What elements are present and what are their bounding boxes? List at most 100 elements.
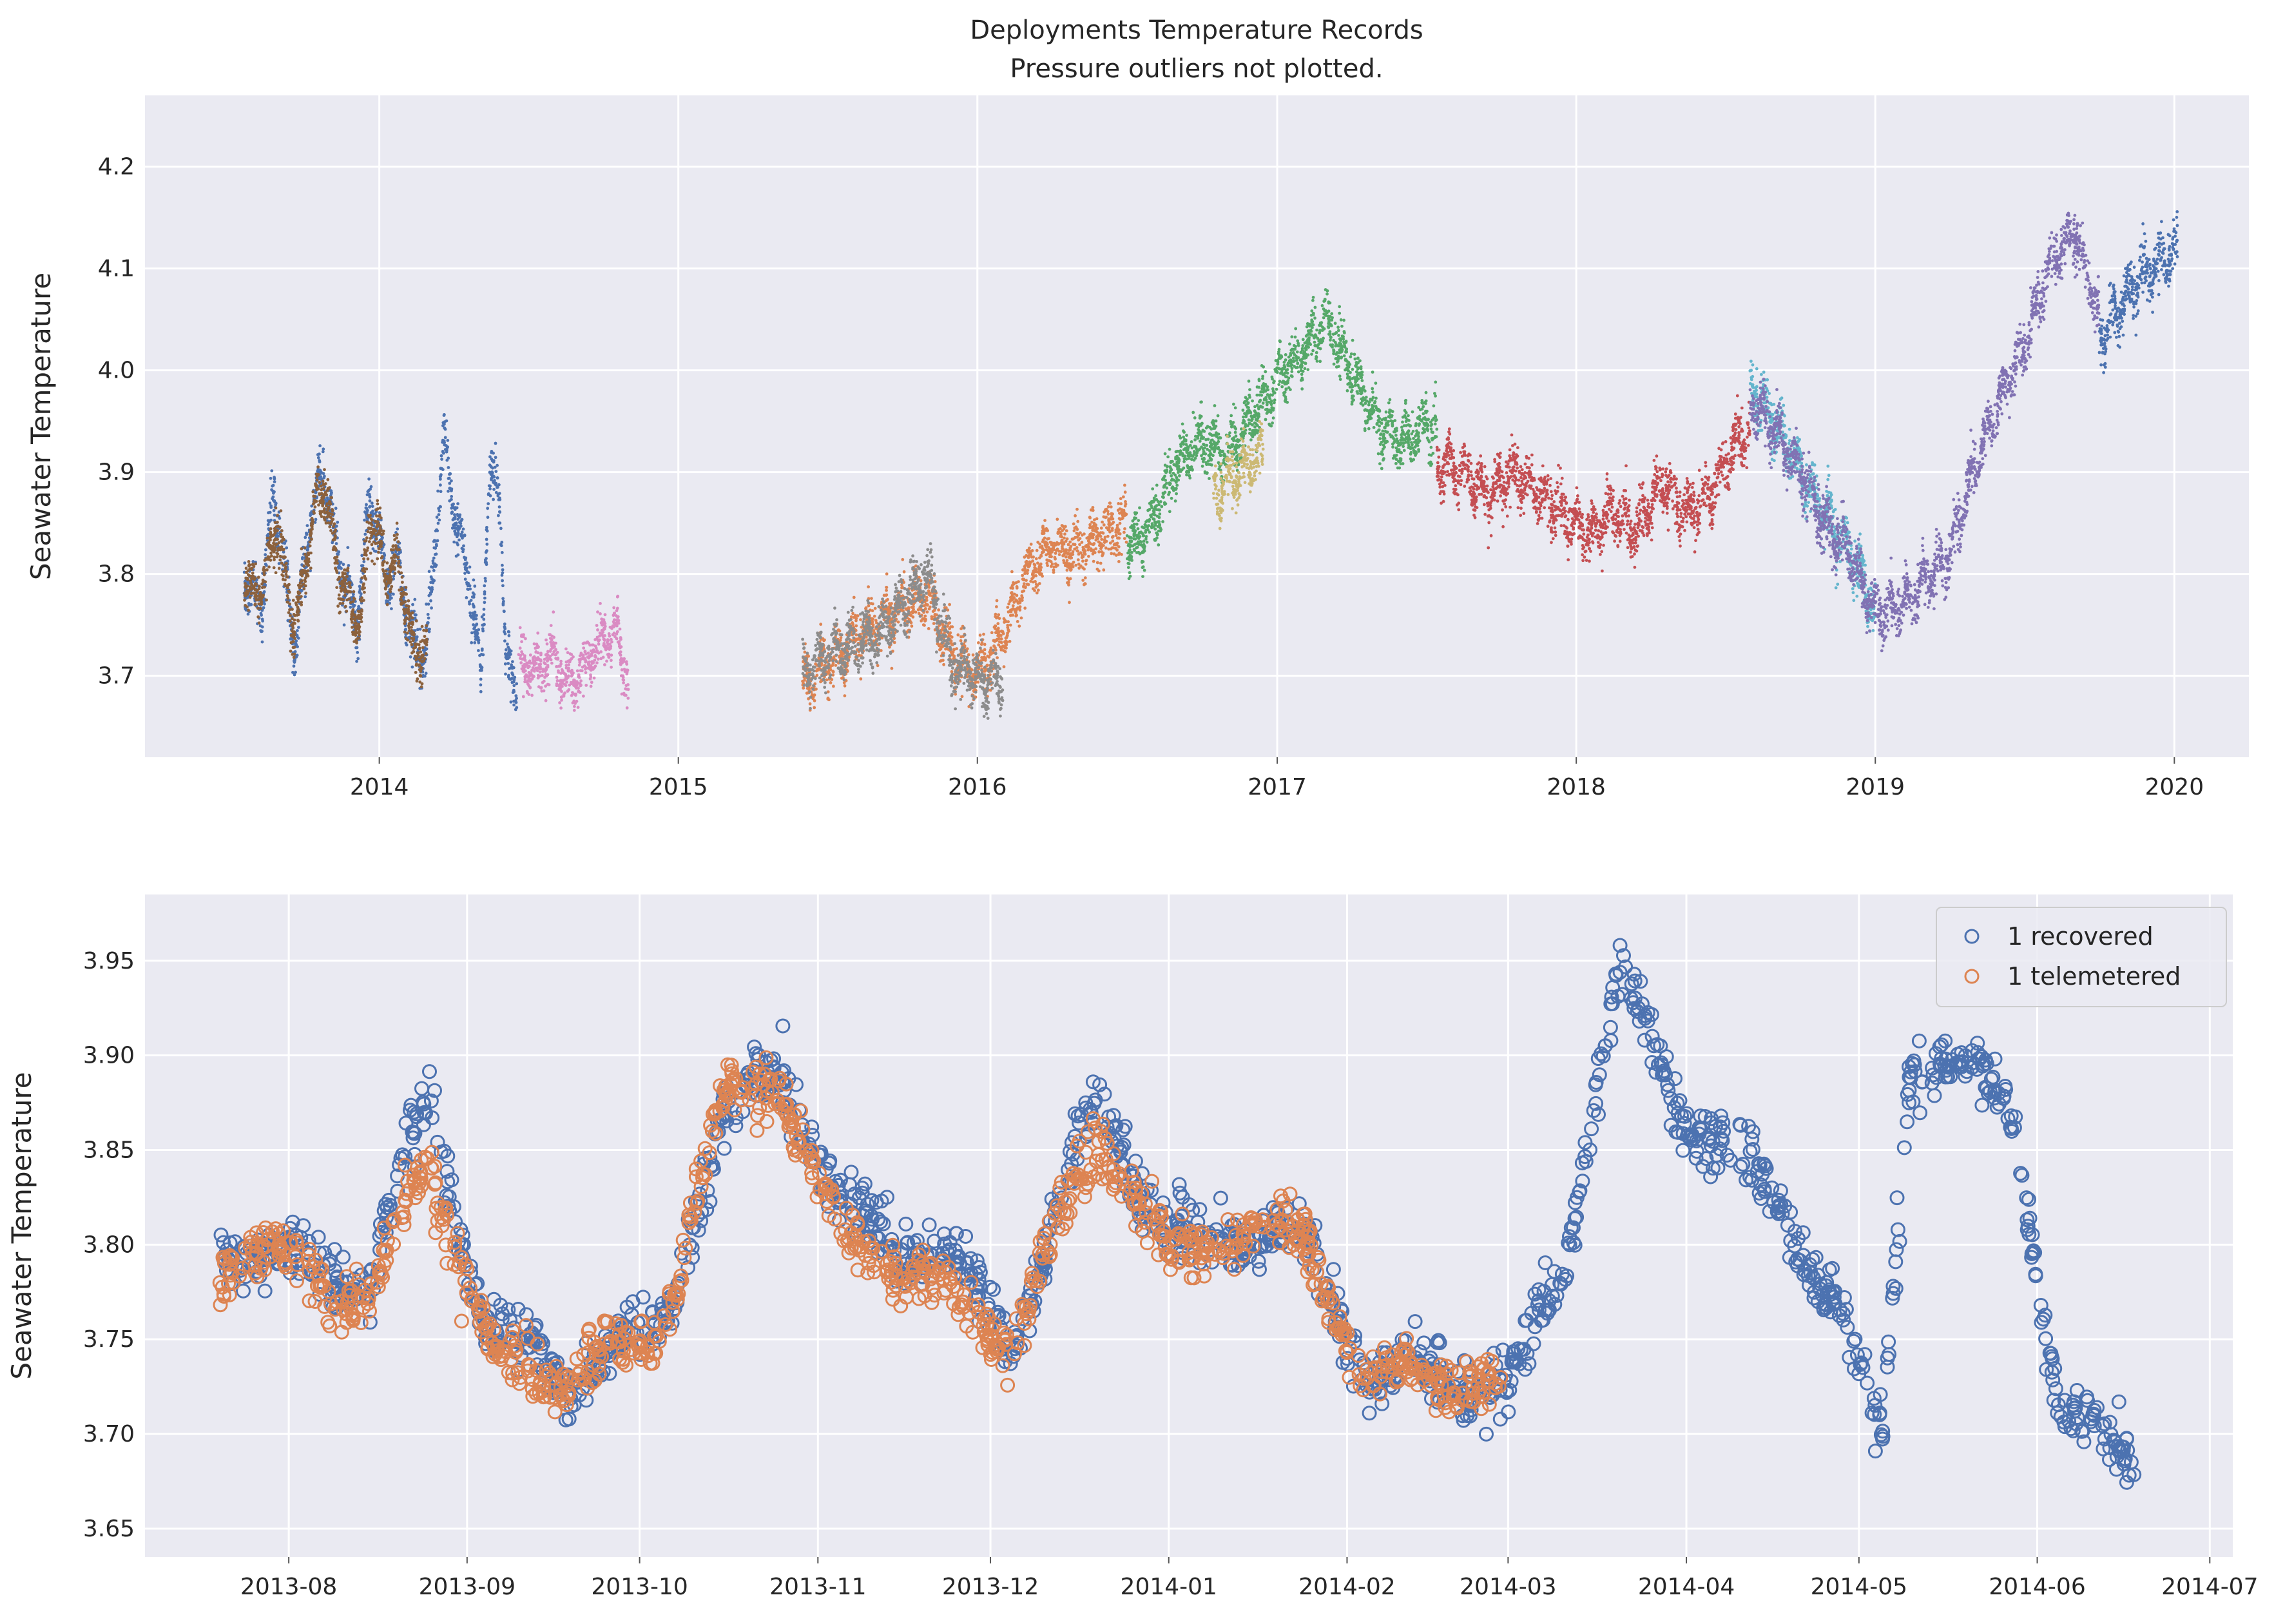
data-point xyxy=(456,553,460,557)
data-point xyxy=(580,657,584,661)
data-point xyxy=(552,635,555,639)
data-point xyxy=(291,617,294,621)
data-point xyxy=(813,654,816,657)
data-point xyxy=(244,604,247,607)
data-point xyxy=(352,640,356,643)
data-point xyxy=(995,599,999,603)
data-point xyxy=(602,628,606,632)
data-point xyxy=(334,536,337,539)
data-point xyxy=(316,456,320,459)
data-point xyxy=(941,659,945,662)
data-point xyxy=(322,500,325,504)
data-point xyxy=(418,646,421,650)
data-point xyxy=(816,633,820,637)
data-point xyxy=(990,652,994,655)
data-point xyxy=(1087,554,1090,558)
data-point xyxy=(843,669,847,672)
data-point xyxy=(875,661,879,664)
data-point xyxy=(537,685,541,689)
data-point xyxy=(300,579,304,583)
data-point xyxy=(322,487,325,490)
data-point xyxy=(347,564,351,567)
data-point xyxy=(492,488,496,491)
data-point xyxy=(830,648,834,651)
data-point xyxy=(814,687,818,691)
data-point xyxy=(450,495,454,498)
data-point xyxy=(411,621,414,624)
data-point xyxy=(329,496,333,499)
data-point xyxy=(293,637,296,641)
data-point xyxy=(288,608,291,612)
data-point xyxy=(442,421,446,425)
data-point xyxy=(497,492,501,495)
data-point xyxy=(246,612,250,616)
data-point xyxy=(546,650,550,653)
data-point xyxy=(509,700,513,704)
data-point xyxy=(503,622,506,626)
data-point xyxy=(846,645,849,649)
data-point xyxy=(603,613,607,617)
data-point xyxy=(404,586,408,589)
data-point xyxy=(369,485,373,488)
data-point xyxy=(811,658,814,662)
data-point xyxy=(249,603,253,606)
data-point xyxy=(264,548,267,552)
data-point xyxy=(418,680,422,684)
data-point xyxy=(1123,483,1126,487)
data-point xyxy=(1064,555,1068,559)
data-point xyxy=(322,447,325,451)
data-point xyxy=(412,637,416,641)
data-point xyxy=(403,619,407,623)
data-point xyxy=(483,577,487,580)
data-point xyxy=(827,646,831,650)
data-point xyxy=(1088,541,1092,545)
data-point xyxy=(295,595,299,599)
data-point xyxy=(820,674,824,678)
data-point xyxy=(255,590,259,594)
data-point xyxy=(1059,541,1063,545)
data-point xyxy=(834,653,838,657)
data-point xyxy=(463,563,467,566)
data-point xyxy=(842,681,846,684)
data-point xyxy=(552,650,555,653)
data-point xyxy=(274,571,278,575)
data-point xyxy=(1110,546,1114,550)
data-point xyxy=(452,516,456,520)
data-point xyxy=(622,691,626,695)
data-point xyxy=(251,586,255,590)
data-point xyxy=(920,619,923,623)
data-point xyxy=(329,502,333,506)
data-point xyxy=(463,557,467,561)
data-point xyxy=(310,517,314,520)
data-point xyxy=(378,511,381,514)
data-point xyxy=(266,555,270,559)
data-point xyxy=(838,639,842,642)
data-point xyxy=(552,645,556,649)
data-point xyxy=(1123,490,1127,494)
data-point xyxy=(403,600,407,604)
data-point xyxy=(1015,594,1019,597)
data-point xyxy=(479,690,483,693)
data-point xyxy=(521,652,525,656)
data-point xyxy=(461,527,465,531)
data-point xyxy=(426,621,430,624)
data-point xyxy=(381,568,385,572)
data-point xyxy=(361,583,365,586)
data-point xyxy=(363,590,366,594)
data-point xyxy=(442,414,446,417)
data-point xyxy=(360,620,363,623)
data-point xyxy=(1041,532,1044,536)
data-point xyxy=(314,499,318,503)
data-point xyxy=(612,606,616,610)
data-point xyxy=(278,554,282,558)
data-point xyxy=(260,630,263,633)
data-point xyxy=(432,568,436,572)
data-point xyxy=(1075,549,1079,552)
data-point xyxy=(589,649,593,653)
data-point xyxy=(896,620,900,624)
data-point xyxy=(504,672,507,676)
data-point xyxy=(480,666,484,670)
data-point xyxy=(1045,558,1049,562)
data-point xyxy=(1005,634,1009,638)
data-point xyxy=(834,660,838,663)
